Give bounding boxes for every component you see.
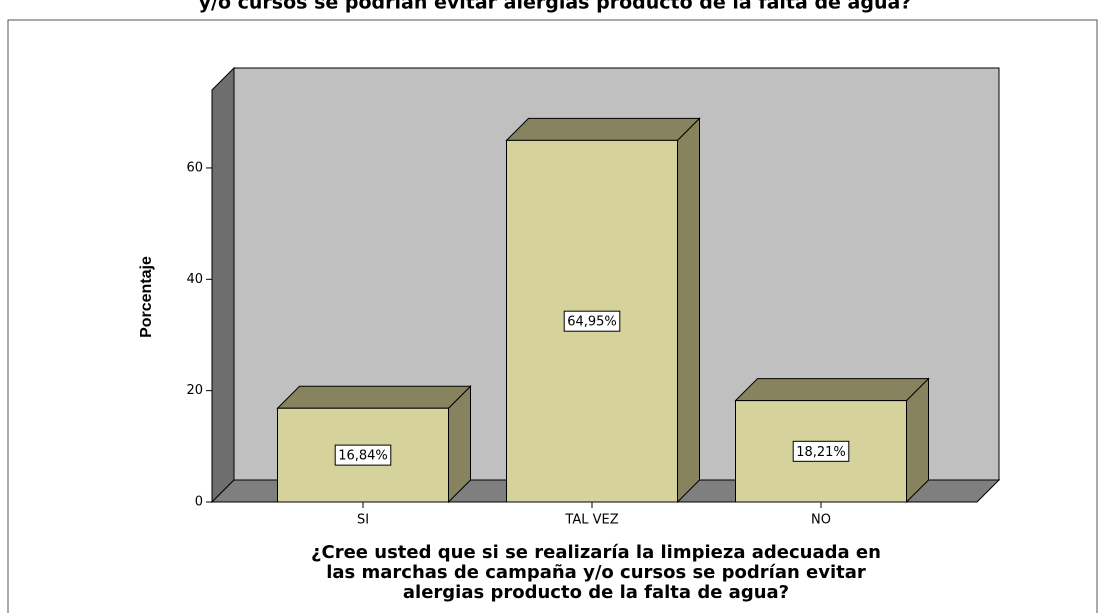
- bar-side: [677, 117, 700, 504]
- x-axis-title: las marchas de campaña y/o cursos se pod…: [326, 562, 866, 583]
- side-wall: [211, 66, 235, 504]
- value-label: 16,84%: [338, 449, 388, 464]
- x-tick-label: SI: [357, 513, 369, 528]
- x-axis-title: ¿Cree usted que si se realizaría la limp…: [311, 542, 881, 563]
- value-label: 18,21%: [796, 445, 846, 460]
- y-tick-label: 0: [195, 495, 203, 510]
- value-label: 64,95%: [567, 315, 617, 330]
- value-label-box: [792, 440, 850, 462]
- y-tick-label: 40: [186, 272, 203, 287]
- chart-title: y/o cursos se podrían evitar alergias pr…: [199, 0, 912, 14]
- bar-top: [734, 378, 930, 402]
- value-label-box: [563, 310, 621, 332]
- bar-top: [276, 385, 472, 409]
- y-tick-label: 60: [186, 160, 203, 175]
- x-axis-title: alergias producto de la falta de agua?: [403, 582, 789, 603]
- x-tick-label: NO: [811, 513, 831, 528]
- y-axis-title: Porcentaje: [138, 256, 155, 338]
- value-label-box: [334, 444, 392, 466]
- y-tick-label: 20: [186, 383, 203, 398]
- bar-top: [505, 117, 701, 141]
- x-tick-label: TAL VEZ: [564, 513, 618, 528]
